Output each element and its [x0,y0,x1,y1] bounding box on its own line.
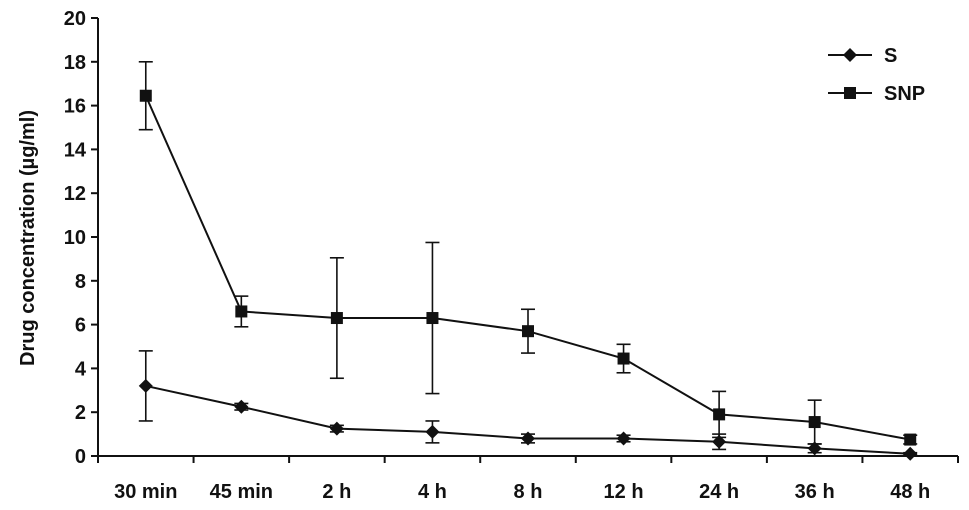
x-tick-label: 48 h [890,481,930,503]
y-tick-label: 12 [64,183,86,205]
x-tick-label: 4 h [418,481,447,503]
data-point-s [616,431,631,446]
y-tick-label: 6 [75,315,86,337]
data-point-s [329,421,344,436]
y-tick-label: 20 [64,8,86,30]
data-point-snp [426,312,439,325]
y-tick-label: 2 [75,402,86,424]
x-tick-label: 2 h [322,481,351,503]
y-tick-label: 4 [75,358,87,380]
y-axis-title: Drug concentration (µg/ml) [17,110,39,366]
data-point-s [425,424,440,439]
y-tick-label: 10 [64,227,86,249]
y-tick-label: 18 [64,52,86,74]
data-point-s [234,399,249,414]
legend-label-snp: SNP [884,83,925,105]
y-tick-label: 14 [64,139,87,161]
legend-marker-snp [844,87,856,99]
x-tick-label: 30 min [114,481,177,503]
plot-area [138,60,918,461]
data-point-snp [713,408,726,421]
series-line-snp [144,95,911,441]
data-point-s [138,378,153,393]
y-tick-label: 8 [75,271,86,293]
legend-marker-s [843,48,857,62]
axis-ticks: 0 2 4 6 8 10 12 14 16 18 20 30 min 45 min 2 h 4 h 8 h 12… [64,8,959,503]
series-s [138,350,918,461]
x-tick-label: 24 h [699,481,739,503]
x-tick-label: 45 min [210,481,273,503]
legend: S SNP [828,45,925,105]
data-point-s [521,431,535,446]
data-point-snp [522,325,534,338]
data-point-s [807,441,822,456]
data-point-s [903,446,918,461]
y-tick-label: 0 [75,446,86,468]
data-point-snp [617,352,630,365]
x-tick-label: 8 h [514,481,543,503]
y-tick-label: 16 [64,96,86,118]
data-point-snp [139,89,152,102]
data-point-snp [235,305,248,318]
data-point-s [712,434,727,449]
x-tick-label: 12 h [604,481,644,503]
series-snp [138,60,918,446]
data-point-snp [904,433,917,446]
x-tick-label: 36 h [795,481,835,503]
data-point-snp [808,416,821,429]
data-point-snp [330,312,343,325]
legend-label-s: S [884,45,897,67]
